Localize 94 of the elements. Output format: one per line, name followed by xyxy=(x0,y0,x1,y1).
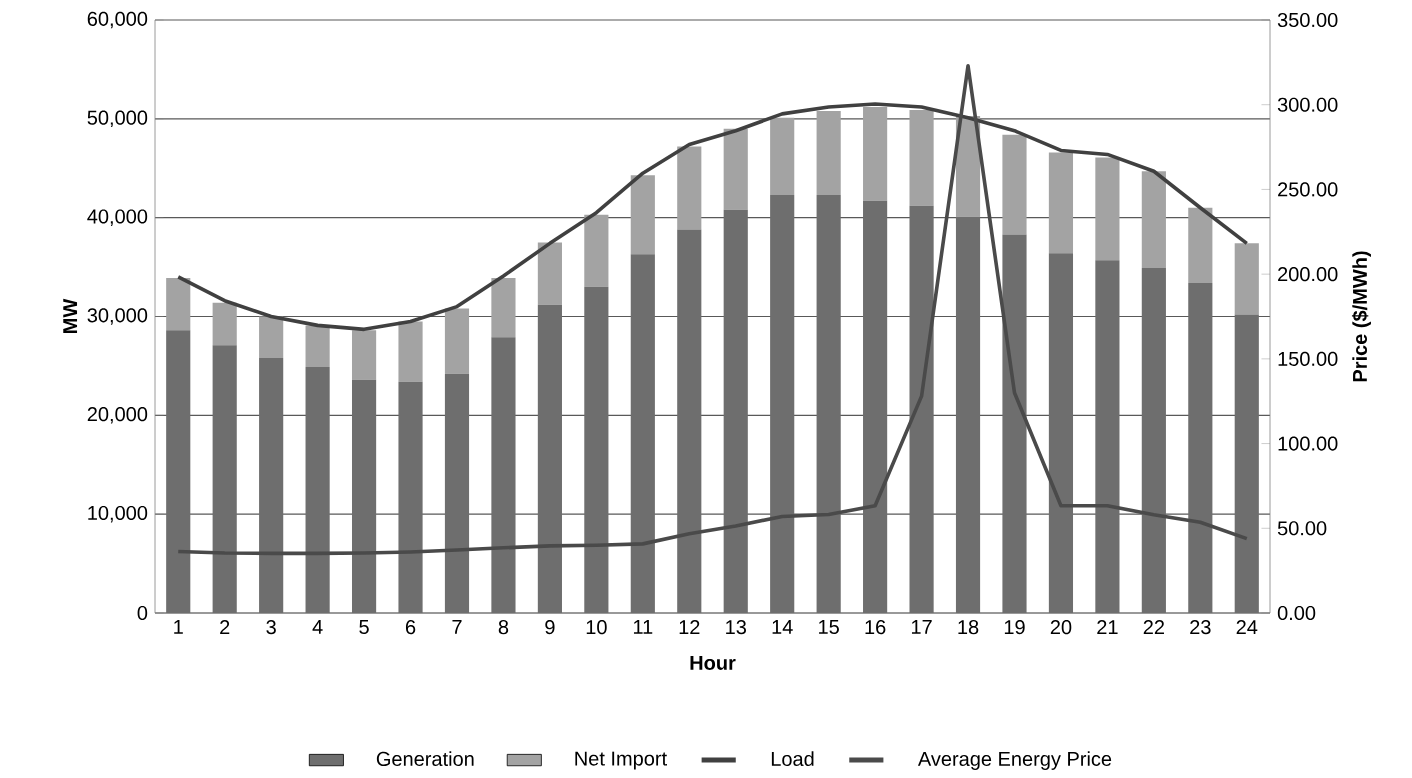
x-tick-label: 15 xyxy=(819,620,839,635)
x-tick-label: 23 xyxy=(1190,620,1211,635)
bar xyxy=(863,200,888,613)
y-tick-label: 60,000 xyxy=(87,11,148,29)
x-axis-title: Hour xyxy=(690,655,736,670)
bar xyxy=(212,302,237,346)
x-tick-label: 12 xyxy=(679,620,700,635)
x-tick-label: 17 xyxy=(911,620,932,634)
x-tick-label: 18 xyxy=(958,620,979,635)
legend-label: Load xyxy=(771,751,814,766)
y2-tick-label: 350.00 xyxy=(1277,12,1338,28)
bar xyxy=(259,316,284,359)
bar xyxy=(723,128,748,210)
x-tick-label: 21 xyxy=(1097,620,1118,635)
y-axis-title: MW xyxy=(63,298,78,333)
bar xyxy=(1048,253,1074,613)
x-tick-label: 22 xyxy=(1143,620,1164,635)
bar xyxy=(259,358,284,613)
bar xyxy=(677,146,702,230)
bar xyxy=(630,254,655,613)
x-tick-label: 2 xyxy=(220,620,230,635)
y-tick-label: 20,000 xyxy=(87,407,148,424)
legend-label: Average Energy Price xyxy=(917,751,1112,770)
bar xyxy=(1002,234,1027,613)
y2-axis-title: Price ($/MWh) xyxy=(1351,251,1371,382)
x-tick-label: 10 xyxy=(586,620,607,635)
bar xyxy=(1002,134,1027,235)
bar xyxy=(955,216,981,613)
bar xyxy=(1188,207,1213,283)
bar xyxy=(863,106,888,201)
bar xyxy=(1095,260,1120,613)
bar xyxy=(909,205,934,613)
x-tick-label: 14 xyxy=(772,620,793,634)
bar xyxy=(398,321,423,382)
y2-tick-label: 250.00 xyxy=(1278,182,1338,197)
bar xyxy=(398,381,423,613)
bar xyxy=(351,379,377,613)
y2-tick-label: 0.00 xyxy=(1277,605,1316,621)
x-tick-label: 24 xyxy=(1236,620,1258,635)
bar xyxy=(770,194,795,613)
bar xyxy=(770,117,795,195)
x-tick-label: 16 xyxy=(865,620,886,635)
x-tick-label: 1 xyxy=(174,620,183,634)
bar xyxy=(1234,243,1259,315)
x-tick-label: 7 xyxy=(452,620,462,634)
bar xyxy=(212,345,237,613)
bar xyxy=(491,277,516,338)
bar xyxy=(444,308,470,374)
legend-label: Generation xyxy=(376,751,474,766)
y-tick-label: 0 xyxy=(137,605,148,621)
x-tick-label: 4 xyxy=(312,620,323,634)
bar xyxy=(1234,314,1259,613)
bar xyxy=(584,214,609,287)
bar xyxy=(444,373,470,613)
bar xyxy=(537,304,562,613)
line-series xyxy=(176,63,1249,556)
bar xyxy=(816,194,841,613)
y-tick-label: 30,000 xyxy=(87,308,148,325)
y-tick-label: 50,000 xyxy=(87,110,148,128)
x-tick-label: 13 xyxy=(726,620,746,635)
y2-tick-label: 100.00 xyxy=(1278,436,1338,451)
bar xyxy=(1141,268,1166,613)
bar xyxy=(816,110,841,195)
bar xyxy=(677,229,702,613)
bar xyxy=(351,330,377,380)
y2-tick-label: 300.00 xyxy=(1277,97,1338,112)
x-tick-label: 19 xyxy=(1004,620,1025,635)
x-tick-label: 5 xyxy=(359,620,369,635)
bar xyxy=(1141,171,1166,269)
bar xyxy=(1095,157,1120,261)
x-tick-label: 6 xyxy=(405,620,416,635)
x-tick-label: 11 xyxy=(633,620,653,634)
bar xyxy=(630,175,655,255)
bar xyxy=(1188,282,1213,613)
y2-tick-label: 200.00 xyxy=(1278,267,1338,282)
bar xyxy=(537,242,562,305)
x-tick-label: 9 xyxy=(545,620,555,635)
bar xyxy=(584,286,609,613)
bar xyxy=(166,277,191,331)
bar xyxy=(305,325,330,367)
x-tick-label: 3 xyxy=(266,620,276,635)
bar xyxy=(1048,152,1074,254)
x-tick-label: 8 xyxy=(498,620,509,635)
bar xyxy=(723,209,748,613)
bar xyxy=(491,337,516,613)
bar xyxy=(166,330,191,613)
bar xyxy=(305,366,330,613)
y2-tick-label: 150.00 xyxy=(1278,351,1338,366)
x-tick-label: 20 xyxy=(1050,620,1072,635)
y-tick-label: 40,000 xyxy=(87,209,148,226)
y-tick-label: 10,000 xyxy=(88,505,148,523)
y2-tick-label: 50.00 xyxy=(1277,521,1327,536)
legend-label: Net Import xyxy=(575,751,667,770)
bar xyxy=(909,109,934,206)
